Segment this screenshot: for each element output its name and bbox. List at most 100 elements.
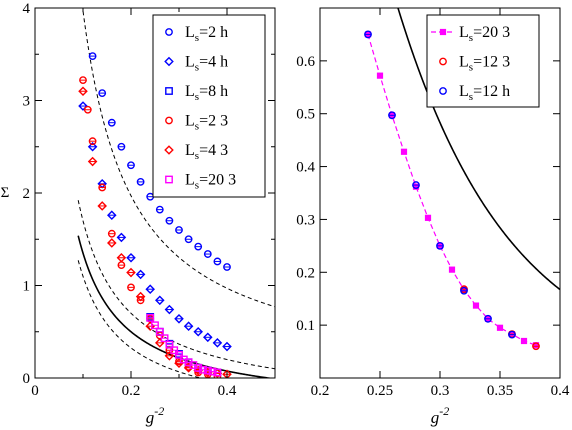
plot-area [364,8,560,351]
data-point [87,156,98,167]
data-point [532,342,540,351]
legend-box [152,14,266,198]
data-point [222,341,232,352]
data-point [508,330,516,339]
data-point [87,141,98,152]
y-tick-label: 0.3 [296,212,315,228]
data-point [98,89,107,98]
x-tick-label: 0.2 [122,383,141,399]
x-tick-label: 0 [31,383,39,399]
legend-marker [165,28,173,36]
legend-marker [439,28,447,36]
y-tick-label: 0.6 [296,54,315,70]
data-point [127,161,135,170]
legend-marker [164,56,174,67]
data-point [165,216,174,225]
data-point [107,210,117,220]
data-point [164,304,175,315]
x-tick-label: 0.2 [311,383,330,399]
data-point [520,337,528,345]
data-point [376,72,384,79]
y-tick-label: 4 [23,1,31,17]
series-5 [78,86,232,378]
data-point [193,326,203,337]
y-tick-label: 0 [23,371,31,387]
data-point [126,267,136,278]
data-point [203,250,212,258]
theory-curve-solid [397,8,560,291]
data-point [98,183,107,192]
data-point [127,283,135,292]
data-point [136,177,145,186]
data-point [184,235,193,244]
left-panel: 0 0.2 0.4 0 1 2 3 4 g-2 Σ Ls=2 hLs=4 hLs=8 hLs=2 3… [1,1,276,427]
data-point [203,332,213,343]
data-point [146,313,155,322]
data-point [436,241,444,250]
data-point [165,340,174,349]
data-point [364,30,372,39]
data-point [472,302,480,309]
data-point [484,314,492,323]
data-point [212,338,223,348]
data-point [155,327,164,336]
data-point [170,346,179,355]
legend-marker [165,116,173,125]
x-tick-label: 0.4 [218,383,237,399]
legend-marker [165,87,173,95]
data-point [208,367,217,376]
theory-curve-dashed-lower [77,260,203,378]
data-point [400,148,408,155]
data-point [116,232,127,243]
data-point [164,351,175,361]
data-point [78,86,88,97]
data-point [151,321,159,330]
data-point [183,321,194,331]
data-point [194,242,203,251]
data-point [83,105,92,114]
y-tick-label: 0.4 [296,160,315,176]
series-3 [364,30,516,339]
data-point [448,266,456,273]
legend: Ls=2 hLs=4 hLs=8 hLs=2 3Ls=4 3Ls=20 3 [152,14,266,198]
data-point [145,284,155,294]
y-tick-label: 2 [23,186,31,202]
y-axis-label: Σ [1,185,10,201]
legend: Ls=20 3Ls=12 3Ls=12 h [426,14,540,108]
data-point [222,369,232,378]
x-axis-label: g-2 [146,404,165,427]
data-point [213,368,222,377]
data-point [126,252,136,263]
series-6 [146,313,222,377]
data-point [496,324,504,331]
y-tick-label: 0.1 [296,318,315,334]
data-point [223,263,231,271]
legend-marker [439,87,447,95]
legend-marker [165,175,173,184]
plot-area [77,8,275,378]
data-point [88,137,97,146]
data-point [160,334,169,343]
y-tick-label: 0.5 [296,107,315,123]
theory-curve-dashed-middle [77,200,275,370]
legend-marker [164,145,174,155]
data-point [424,214,432,221]
data-point [213,257,222,266]
legend-marker [439,57,447,66]
data-point [88,52,97,60]
data-point [117,142,126,151]
data-point [97,201,107,211]
data-point [388,111,396,120]
data-point [183,363,194,373]
data-point [107,229,116,238]
y-tick-label: 3 [23,94,31,110]
theory-curve-dashed-upper [82,8,275,308]
data-point [460,286,468,295]
data-point [155,205,164,214]
data-point [135,269,146,280]
data-point [199,365,207,374]
data-point [79,76,87,85]
x-tick-label: 0.4 [551,383,570,399]
data-point [116,252,127,263]
right-panel: 0.2 0.25 0.3 0.35 0.4 0.1 0.2 0.3 0.4 0.5 0.6 g-2 Ls… [296,7,570,427]
